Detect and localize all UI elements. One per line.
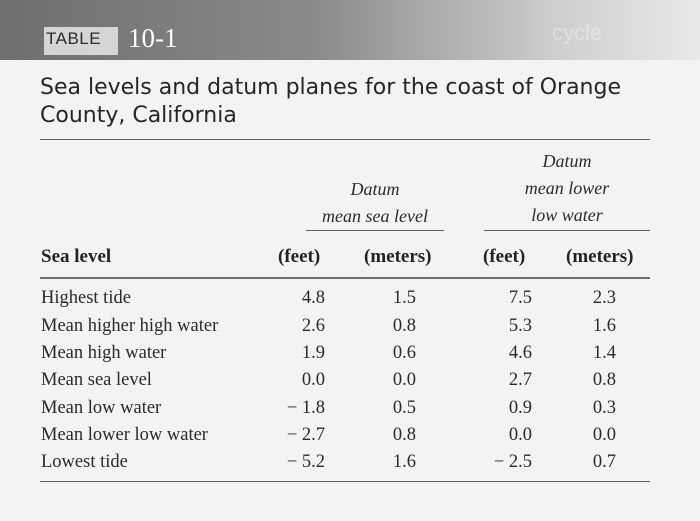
bottom-rule [40, 481, 650, 482]
column-header-msl-meters: (meters) [364, 246, 432, 267]
row-label: Mean high water [41, 343, 167, 363]
table-title: Sea levels and datum planes for the coas… [40, 75, 622, 128]
cell-msl-feet: 0.0 [301, 370, 325, 390]
cell-mllw-meters: 0.3 [592, 398, 616, 418]
row-label: Mean low water [41, 398, 162, 418]
cell-mllw-meters: 0.0 [592, 425, 616, 445]
row-label: Lowest tide [41, 452, 128, 472]
msl-group-header-line2: mean sea level [322, 206, 428, 226]
table-label-box [44, 27, 118, 55]
cell-msl-feet: − 5.2 [286, 452, 325, 472]
cell-mllw-feet: 0.0 [508, 425, 532, 445]
cell-mllw-feet: − 2.5 [493, 452, 532, 472]
cell-mllw-meters: 0.7 [592, 452, 616, 472]
cell-msl-feet: 1.9 [301, 343, 325, 363]
row-label: Mean higher high water [41, 316, 219, 336]
column-header-sea-level: Sea level [41, 246, 112, 267]
cell-mllw-meters: 1.6 [592, 316, 616, 336]
cell-mllw-meters: 2.3 [592, 288, 616, 308]
cell-mllw-feet: 4.6 [508, 343, 532, 363]
row-label: Mean sea level [41, 370, 152, 390]
cell-msl-feet: − 2.7 [286, 425, 325, 445]
cell-msl-meters: 0.0 [392, 370, 416, 390]
mllw-group-header-line1: Datum [542, 151, 592, 171]
row-label: Highest tide [41, 288, 131, 308]
msl-group-rule [306, 230, 444, 231]
row-label: Mean lower low water [41, 425, 208, 445]
column-header-msl-feet: (feet) [278, 246, 321, 267]
cell-msl-feet: 4.8 [301, 288, 325, 308]
mllw-group-rule [484, 230, 650, 231]
table-number: 10-1 [128, 23, 178, 53]
cell-msl-feet: − 1.8 [286, 398, 325, 418]
column-header-mllw-feet: (feet) [483, 246, 526, 267]
cell-msl-feet: 2.6 [301, 316, 325, 336]
banner-ghost-text: cycle [552, 20, 603, 45]
cell-msl-meters: 0.8 [392, 425, 416, 445]
cell-mllw-meters: 0.8 [592, 370, 616, 390]
cell-mllw-feet: 2.7 [508, 370, 532, 390]
table-label: TABLE [46, 29, 102, 48]
cell-mllw-feet: 0.9 [508, 398, 532, 418]
cell-msl-meters: 0.6 [392, 343, 416, 363]
cell-mllw-feet: 5.3 [508, 316, 532, 336]
cell-msl-meters: 0.5 [392, 398, 416, 418]
cell-mllw-meters: 1.4 [592, 343, 616, 363]
cell-msl-meters: 1.6 [392, 452, 416, 472]
cell-mllw-feet: 7.5 [508, 288, 532, 308]
cell-msl-meters: 1.5 [392, 288, 416, 308]
mllw-group-header-line2: mean lower [524, 178, 610, 198]
mllw-group-header-line3: low water [531, 205, 603, 225]
cell-msl-meters: 0.8 [392, 316, 416, 336]
top-rule [40, 139, 650, 140]
msl-group-header-line1: Datum [350, 179, 400, 199]
header-rule [40, 277, 650, 279]
column-header-mllw-meters: (meters) [566, 246, 634, 267]
